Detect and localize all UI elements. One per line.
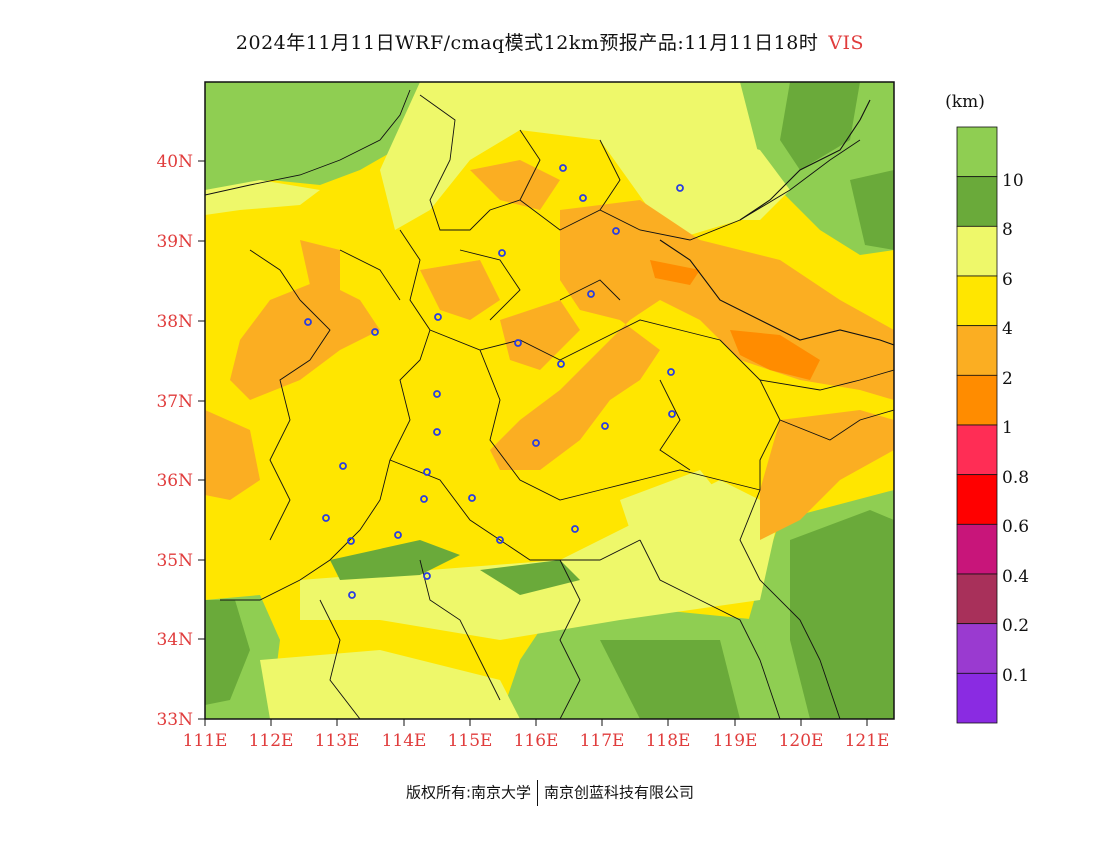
colorbar-segment xyxy=(956,573,998,625)
city-marker xyxy=(420,495,428,503)
city-marker xyxy=(304,318,312,326)
city-marker xyxy=(587,290,595,298)
colorbar-label: 8 xyxy=(1002,220,1013,240)
colorbar-label: 0.4 xyxy=(1002,567,1029,587)
colorbar-labels: 10 8 6 4 2 1 0.8 0.6 0.4 0.2 0.1 xyxy=(1002,171,1029,686)
colorbar-label: 0.8 xyxy=(1002,468,1029,488)
lon-tick-label: 120E xyxy=(779,731,824,751)
colorbar-segment xyxy=(956,225,998,277)
colorbar-segment xyxy=(956,672,998,724)
colorbar-segment xyxy=(956,126,998,178)
city-marker xyxy=(612,227,620,235)
colorbar-segment xyxy=(956,325,998,376)
copyright-owner: 版权所有:南京大学 xyxy=(405,783,532,802)
lat-tick-label: 35N xyxy=(156,551,193,571)
colorbar-segment xyxy=(956,623,998,674)
colorbar-label: 0.2 xyxy=(1002,616,1029,636)
city-marker xyxy=(676,184,684,192)
lon-tick-label: 118E xyxy=(646,731,691,751)
city-marker xyxy=(339,462,347,470)
city-marker xyxy=(433,428,441,436)
city-marker xyxy=(559,164,567,172)
colorbar-label: 2 xyxy=(1002,369,1013,389)
footer-separator xyxy=(537,780,539,806)
lon-tick-label: 115E xyxy=(448,731,493,751)
colorbar-segment xyxy=(956,374,998,426)
colorbar-segment xyxy=(956,424,998,476)
city-marker xyxy=(579,194,587,202)
city-markers xyxy=(304,164,684,599)
city-marker xyxy=(667,368,675,376)
lat-tick-label: 34N xyxy=(156,630,193,650)
lon-tick-label: 121E xyxy=(845,731,890,751)
city-marker xyxy=(498,249,506,257)
city-marker xyxy=(557,360,565,368)
lon-tick-label: 119E xyxy=(713,731,758,751)
field-orange-belt xyxy=(470,160,560,210)
lat-tick-label: 40N xyxy=(156,152,193,172)
colorbar-segment xyxy=(956,523,998,575)
colorbar-segment xyxy=(956,275,998,327)
boundaries xyxy=(205,89,894,719)
lat-tick-label: 39N xyxy=(156,232,193,252)
coastline xyxy=(659,99,894,346)
x-axis-ticks xyxy=(204,719,868,726)
map-field xyxy=(205,82,894,719)
colorbar-label: 1 xyxy=(1002,418,1013,438)
lat-tick-label: 33N xyxy=(156,710,193,730)
y-axis-ticks xyxy=(198,160,205,720)
city-marker xyxy=(532,439,540,447)
lat-tick-label: 38N xyxy=(156,312,193,332)
colorbar-label: 4 xyxy=(1002,319,1013,339)
lon-tick-label: 114E xyxy=(382,731,427,751)
city-marker xyxy=(347,537,355,545)
colorbar xyxy=(956,126,998,724)
title-main: 2024年11月11日WRF/cmaq模式12km预报产品:11月11日18时 xyxy=(235,32,819,54)
city-marker xyxy=(668,410,676,418)
colorbar-segment xyxy=(956,474,998,525)
city-marker xyxy=(423,468,431,476)
copyright-footer: 版权所有:南京大学 南京创蓝科技有限公司 xyxy=(0,780,1100,806)
city-marker xyxy=(514,339,522,347)
city-marker xyxy=(371,328,379,336)
city-marker xyxy=(496,536,504,544)
city-marker xyxy=(322,514,330,522)
lon-tick-label: 113E xyxy=(315,731,360,751)
title-variable: VIS xyxy=(828,32,865,54)
lon-tick-label: 116E xyxy=(514,731,559,751)
field-green-ne xyxy=(740,82,894,255)
city-marker xyxy=(601,422,609,430)
city-marker xyxy=(348,591,356,599)
city-marker xyxy=(434,313,442,321)
lat-tick-label: 37N xyxy=(156,392,193,412)
colorbar-label: 6 xyxy=(1002,270,1013,290)
field-darkorange xyxy=(730,330,820,380)
chart-title: 2024年11月11日WRF/cmaq模式12km预报产品:11月11日18时 V… xyxy=(0,28,1100,55)
field-green-nw xyxy=(205,82,420,200)
colorbar-label: 0.1 xyxy=(1002,666,1029,686)
lat-tick-label: 36N xyxy=(156,471,193,491)
colorbar-segment xyxy=(956,176,998,227)
copyright-company: 南京创蓝科技有限公司 xyxy=(544,783,695,802)
lon-tick-label: 117E xyxy=(580,731,625,751)
colorbar-unit: (km) xyxy=(945,92,985,112)
city-marker xyxy=(571,525,579,533)
colorbar-label: 0.6 xyxy=(1002,517,1029,537)
lon-tick-label: 112E xyxy=(249,731,294,751)
city-marker xyxy=(423,572,431,580)
city-marker xyxy=(468,494,476,502)
colorbar-label: 10 xyxy=(1002,171,1024,191)
city-marker xyxy=(394,531,402,539)
lon-tick-label: 111E xyxy=(183,731,228,751)
city-marker xyxy=(433,390,441,398)
